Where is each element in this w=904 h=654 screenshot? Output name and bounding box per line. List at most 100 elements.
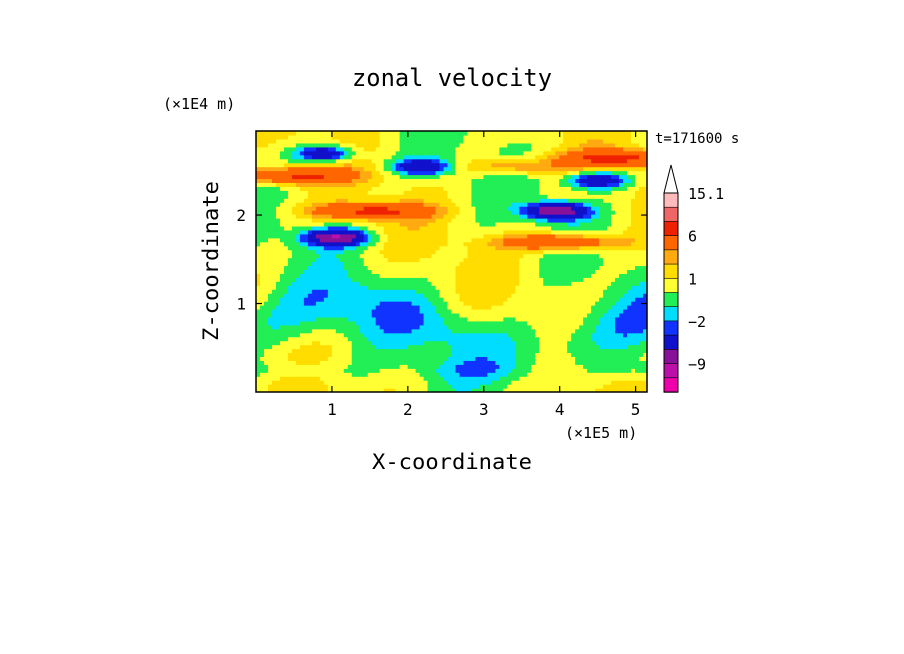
field-cell <box>607 198 612 203</box>
field-cell <box>291 340 297 346</box>
field-cell <box>623 316 628 322</box>
field-cell <box>599 340 604 346</box>
field-cell <box>419 297 425 302</box>
field-cell <box>279 206 285 211</box>
field-cell <box>487 368 492 373</box>
field-cell <box>399 225 405 231</box>
field-cell <box>355 281 361 286</box>
field-cell <box>339 273 345 278</box>
field-cell <box>595 336 600 342</box>
field-cell <box>495 206 500 211</box>
field-cell <box>575 348 580 354</box>
field-cell <box>335 308 341 314</box>
field-cell <box>403 305 409 310</box>
field-cell <box>327 305 333 310</box>
field-cell <box>583 277 588 282</box>
field-cell <box>467 340 473 346</box>
field-cell <box>487 233 492 239</box>
field-cell <box>263 210 269 215</box>
field-cell <box>571 225 576 231</box>
field-cell <box>459 360 465 365</box>
field-cell <box>643 328 647 334</box>
field-cell <box>375 214 381 219</box>
field-cell <box>555 324 560 330</box>
field-cell <box>323 368 329 373</box>
field-cell <box>471 190 477 195</box>
field-cell <box>463 206 469 211</box>
field-cell <box>263 277 269 282</box>
field-cell <box>391 308 397 314</box>
field-cell <box>499 336 504 342</box>
field-cell <box>583 237 588 243</box>
field-cell <box>351 269 357 274</box>
field-cell <box>363 214 369 219</box>
field-cell <box>539 293 544 298</box>
field-cell <box>495 344 500 350</box>
field-cell <box>631 324 636 330</box>
field-cell <box>327 297 333 302</box>
field-cell <box>519 293 524 298</box>
field-cell <box>339 297 345 302</box>
field-cell <box>447 368 453 373</box>
field-cell <box>256 269 261 274</box>
field-cell <box>256 376 261 381</box>
field-cell <box>495 269 500 274</box>
field-cell <box>403 384 409 389</box>
field-cell <box>515 348 520 354</box>
field-cell <box>439 202 445 207</box>
field-cell <box>347 340 353 346</box>
field-cell <box>551 245 556 251</box>
field-cell <box>256 348 261 354</box>
field-cell <box>591 388 596 392</box>
field-cell <box>459 285 465 290</box>
field-cell <box>487 194 492 199</box>
field-cell <box>603 249 608 255</box>
field-cell <box>423 380 429 385</box>
field-cell <box>627 237 632 243</box>
field-cell <box>639 285 644 290</box>
field-cell <box>631 332 636 338</box>
field-cell <box>491 245 496 251</box>
field-cell <box>583 301 588 306</box>
field-cell <box>483 364 489 369</box>
field-cell <box>367 261 373 267</box>
field-cell <box>447 352 453 357</box>
field-cell <box>487 269 492 274</box>
field-cell <box>267 206 273 211</box>
field-cell <box>395 237 401 243</box>
field-cell <box>591 293 596 298</box>
field-cell <box>323 210 329 215</box>
field-cell <box>391 285 397 290</box>
field-cell <box>479 202 485 207</box>
field-cell <box>403 356 409 361</box>
field-cell <box>511 320 516 326</box>
field-cell <box>643 194 647 199</box>
field-cell <box>323 198 329 203</box>
field-cell <box>399 344 405 350</box>
field-cell <box>519 320 524 326</box>
field-cell <box>503 308 508 314</box>
field-cell <box>575 332 580 338</box>
field-cell <box>463 245 469 251</box>
field-cell <box>347 297 353 302</box>
field-cell <box>391 225 397 231</box>
field-cell <box>563 233 568 239</box>
field-cell <box>535 352 540 357</box>
field-cell <box>547 214 552 219</box>
field-cell <box>295 320 301 326</box>
field-cell <box>459 316 465 322</box>
field-cell <box>487 364 492 369</box>
field-cell <box>495 190 500 195</box>
field-cell <box>395 301 401 306</box>
field-cell <box>611 305 616 310</box>
field-cell <box>639 388 644 392</box>
field-cell <box>275 301 281 306</box>
field-cell <box>315 360 321 365</box>
field-cell <box>579 344 584 350</box>
field-cell <box>363 376 369 381</box>
field-cell <box>471 312 477 318</box>
field-cell <box>591 285 596 290</box>
field-cell <box>623 372 628 377</box>
field-cell <box>599 388 604 392</box>
